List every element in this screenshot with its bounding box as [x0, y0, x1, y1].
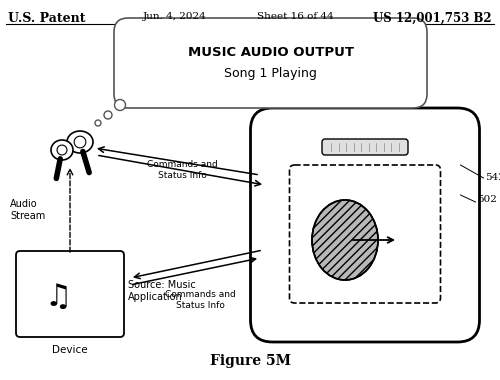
Text: Figure 5M: Figure 5M — [210, 354, 290, 368]
Text: Device: Device — [52, 345, 88, 355]
Text: MUSIC AUDIO OUTPUT: MUSIC AUDIO OUTPUT — [188, 46, 354, 59]
Text: US 12,001,753 B2: US 12,001,753 B2 — [374, 12, 492, 25]
Ellipse shape — [51, 140, 73, 160]
Text: 542: 542 — [486, 174, 500, 182]
Ellipse shape — [67, 131, 93, 153]
Circle shape — [104, 111, 112, 119]
Text: Source: Music
Application: Source: Music Application — [128, 280, 196, 302]
FancyBboxPatch shape — [16, 251, 124, 337]
Circle shape — [114, 100, 126, 111]
FancyBboxPatch shape — [250, 108, 480, 342]
Ellipse shape — [312, 200, 378, 280]
Circle shape — [74, 136, 86, 148]
Text: Sheet 16 of 44: Sheet 16 of 44 — [256, 12, 334, 21]
Circle shape — [57, 145, 67, 155]
Text: Commands and
Status Info: Commands and Status Info — [146, 160, 218, 180]
FancyBboxPatch shape — [114, 18, 427, 108]
FancyBboxPatch shape — [322, 139, 408, 155]
Circle shape — [95, 120, 101, 126]
Text: Jun. 4, 2024: Jun. 4, 2024 — [143, 12, 207, 21]
Text: Commands and
Status Info: Commands and Status Info — [164, 290, 236, 310]
Text: ♫: ♫ — [44, 283, 72, 312]
Text: Song 1 Playing: Song 1 Playing — [224, 68, 317, 81]
Text: 502: 502 — [478, 195, 498, 204]
FancyBboxPatch shape — [290, 165, 440, 303]
Text: Audio
Stream: Audio Stream — [10, 199, 45, 221]
Text: U.S. Patent: U.S. Patent — [8, 12, 86, 25]
